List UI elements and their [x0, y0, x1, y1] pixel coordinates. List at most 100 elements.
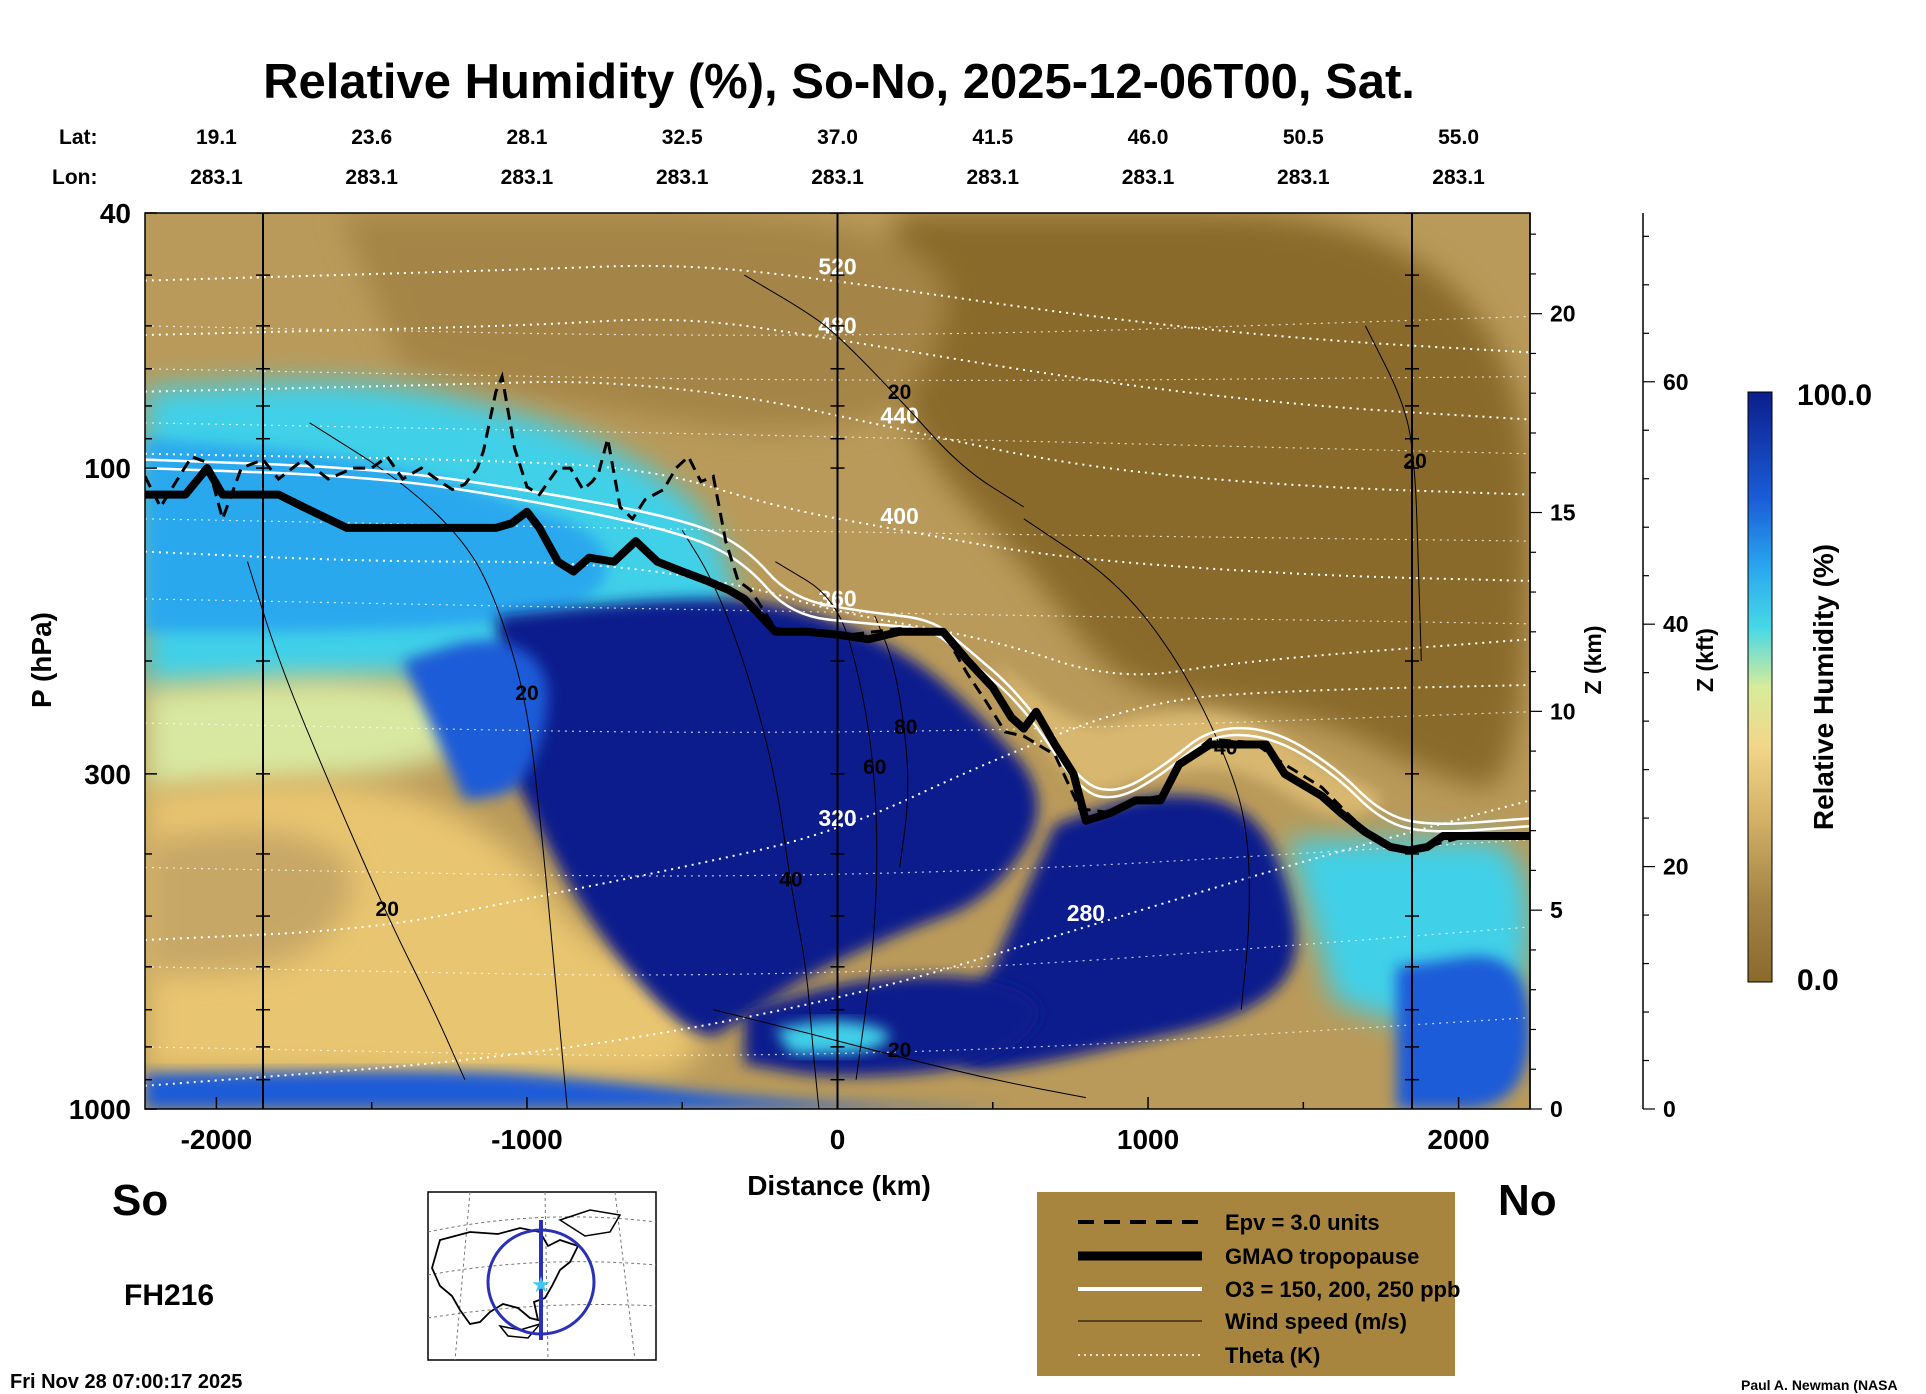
lon-value: 283.1 [966, 166, 1019, 189]
credit: Paul A. Newman (NASA [1741, 1377, 1898, 1393]
lat-value: 41.5 [972, 126, 1013, 149]
chart-title: Relative Humidity (%), So-No, 2025-12-06… [263, 55, 1415, 109]
lon-value: 283.1 [501, 166, 554, 189]
rh-blue-center-west [402, 640, 548, 801]
wind-contour [309, 422, 568, 1109]
legend-ozone-label: O3 = 150, 200, 250 ppb [1225, 1277, 1460, 1302]
ozone-contour [145, 458, 1530, 825]
tropopause-line [145, 464, 1530, 855]
zkm-tick-label: 0 [1550, 1096, 1563, 1122]
lon-value: 283.1 [1277, 166, 1330, 189]
humidity-field [145, 213, 1530, 1109]
rh-tan-south [145, 830, 354, 976]
lon-value: 283.1 [811, 166, 864, 189]
wind-label: 20 [376, 898, 399, 921]
rh-bl-moist [145, 1071, 1009, 1109]
lon-value: 283.1 [656, 166, 709, 189]
x-tick-label: -1000 [491, 1124, 563, 1155]
wind-label: 40 [779, 869, 802, 892]
lon-value: 283.1 [1432, 166, 1485, 189]
zkft-axis-label: Z (kft) [1692, 628, 1718, 692]
theta-label: 400 [880, 503, 918, 529]
rh-navy-center [495, 598, 1038, 1036]
wind-contour [874, 615, 909, 868]
zkm-tick-label: 5 [1550, 897, 1563, 923]
lat-lon-labels: 19.1 283.1 23.6 283.1 28.1 283.1 32.5 283.1 37.0… [190, 126, 1485, 189]
theta-line [145, 380, 1530, 496]
x-tick-label: 2000 [1427, 1124, 1489, 1155]
wind-label: 60 [863, 756, 886, 779]
x-axis-label: Distance (km) [747, 1170, 931, 1201]
lat-value: 28.1 [507, 126, 548, 149]
y-axis-label: P (hPa) [26, 612, 57, 708]
x-tick-label: -2000 [181, 1124, 253, 1155]
zkft-tick-label: 40 [1663, 611, 1689, 637]
rh-cyan-south [145, 438, 608, 632]
center-star-icon: ★ [531, 1273, 551, 1298]
wind-contour [1364, 325, 1422, 662]
y-tick-label: 300 [84, 759, 131, 790]
rh-navy-north [952, 795, 1298, 1071]
zkm-tick-label: 10 [1550, 698, 1576, 724]
lat-value: 32.5 [662, 126, 703, 149]
x-tick-label: 0 [830, 1124, 846, 1155]
wind-contour [681, 529, 820, 1109]
theta-contours: 280320360400440480520 [145, 254, 1530, 1087]
x-tick-label: 1000 [1117, 1124, 1179, 1155]
wind-contour [775, 561, 878, 1080]
colorbar-min: 0.0 [1797, 964, 1839, 997]
tropopause [145, 464, 1530, 855]
forecast-hour: FH216 [124, 1279, 214, 1312]
legend: Epv = 3.0 units GMAO tropopause O3 = 150… [1037, 1192, 1460, 1376]
lon-value: 283.1 [345, 166, 398, 189]
wind-label: 20 [515, 682, 538, 705]
lat-value: 55.0 [1438, 126, 1479, 149]
legend-wind-label: Wind speed (m/s) [1225, 1309, 1407, 1334]
rh-pale-south [145, 679, 476, 792]
lon-value: 283.1 [1122, 166, 1175, 189]
legend-tropopause-label: GMAO tropopause [1225, 1244, 1419, 1269]
theta-label: 280 [1067, 900, 1105, 926]
zkm-tick-label: 15 [1550, 500, 1576, 526]
zkm-axis-label: Z (km) [1580, 626, 1606, 695]
lat-value: 50.5 [1283, 126, 1324, 149]
wind-label: 20 [888, 381, 911, 404]
vertical-markers [256, 213, 1419, 1109]
colorbar-label: Relative Humidity (%) [1808, 544, 1839, 830]
zkft-tick-label: 60 [1663, 369, 1689, 395]
rh-dry-north [868, 213, 1530, 788]
lon-header: Lon: [52, 166, 97, 189]
rh-dry-upper [340, 213, 947, 431]
colorbar-max: 100.0 [1797, 379, 1872, 412]
theta-line [145, 799, 1530, 1087]
wind-label: 20 [1403, 450, 1426, 473]
lat-value: 19.1 [196, 126, 237, 149]
x-axis-distance: -2000 -1000 0 1000 2000 [181, 1097, 1490, 1155]
lat-value: 37.0 [817, 126, 858, 149]
south-label: So [112, 1176, 168, 1225]
wind-label: 20 [888, 1039, 911, 1062]
wind-label: 80 [894, 716, 917, 739]
y-tick-label: 1000 [69, 1094, 131, 1125]
zkm-tick-label: 20 [1550, 301, 1576, 327]
timestamp: Fri Nov 28 07:00:17 2025 [10, 1371, 242, 1393]
lon-value: 283.1 [190, 166, 243, 189]
wind-contour [1023, 518, 1250, 1010]
lat-value: 46.0 [1128, 126, 1169, 149]
y-tick-label: 40 [100, 198, 131, 229]
lat-header: Lat: [59, 126, 98, 149]
y-axis-zkm: 0 5 10 15 20 [1529, 213, 1576, 1122]
lat-value: 23.6 [351, 126, 392, 149]
rh-blue-north-low [1396, 956, 1530, 1109]
legend-epv-label: Epv = 3.0 units [1225, 1210, 1380, 1235]
y-axis-pressure: 40 100 300 1000 [69, 198, 157, 1125]
legend-theta-label: Theta (K) [1225, 1343, 1320, 1368]
y-axis-zkft: 0 20 40 60 [1642, 213, 1689, 1122]
colorbar [1747, 391, 1773, 983]
wind-contour [744, 274, 1025, 508]
theta-label: 440 [880, 402, 918, 428]
y-tick-label: 100 [84, 453, 131, 484]
